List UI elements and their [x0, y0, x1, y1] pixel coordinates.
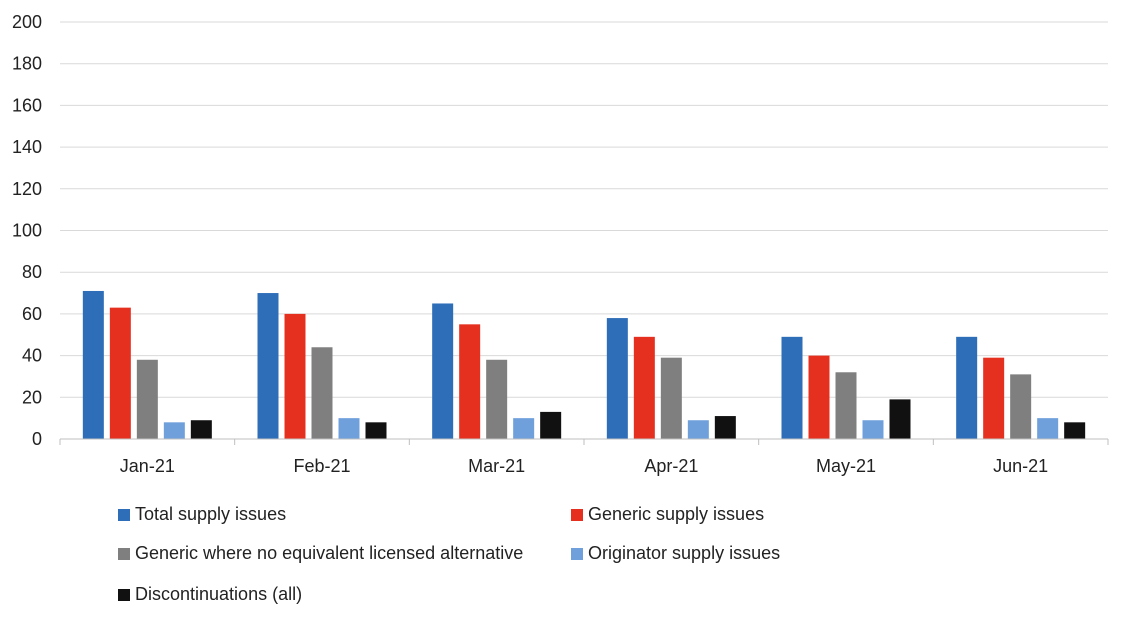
y-tick-label: 20	[22, 387, 42, 407]
bar-feb-21-total-supply-issues	[257, 293, 279, 439]
bar-apr-21-total-supply-issues	[606, 318, 628, 439]
y-tick-label: 80	[22, 262, 42, 282]
bar-jan-21-generic-supply-issues	[109, 307, 131, 439]
x-tick-label: Jan-21	[120, 456, 175, 476]
bar-apr-21-generic-where-no-equivalent-licensed-alternative	[660, 357, 682, 439]
bar-jan-21-originator-supply-issues	[163, 422, 185, 439]
bar-mar-21-originator-supply-issues	[513, 418, 535, 439]
x-tick-label: Feb-21	[293, 456, 350, 476]
bar-mar-21-total-supply-issues	[432, 303, 454, 439]
bar-may-21-generic-supply-issues	[808, 355, 830, 439]
bar-jan-21-discontinuations-all	[190, 420, 212, 439]
y-tick-label: 140	[12, 137, 42, 157]
y-tick-label: 100	[12, 221, 42, 241]
bar-feb-21-discontinuations-all	[365, 422, 387, 439]
x-tick-label: Mar-21	[468, 456, 525, 476]
bar-apr-21-originator-supply-issues	[687, 420, 709, 439]
y-tick-label: 200	[12, 12, 42, 32]
y-tick-label: 40	[22, 346, 42, 366]
gridlines	[60, 21, 1108, 398]
y-tick-label: 180	[12, 54, 42, 74]
bar-feb-21-generic-supply-issues	[284, 313, 306, 439]
bar-apr-21-generic-supply-issues	[633, 336, 655, 439]
bar-jun-21-discontinuations-all	[1064, 422, 1086, 439]
y-axis-tick-labels: 0 20 40 60 80 100 120 140 160 180 200	[12, 12, 42, 449]
y-tick-label: 160	[12, 95, 42, 115]
bar-feb-21-originator-supply-issues	[338, 418, 360, 439]
bar-jun-21-generic-where-no-equivalent-licensed-alternative	[1010, 374, 1032, 439]
y-tick-label: 0	[32, 429, 42, 449]
bar-jan-21-total-supply-issues	[82, 290, 104, 439]
y-tick-label: 60	[22, 304, 42, 324]
x-tick-label: Apr-21	[644, 456, 698, 476]
y-tick-label: 120	[12, 179, 42, 199]
x-tick-label: May-21	[816, 456, 876, 476]
x-axis-tick-labels: Jan-21 Feb-21 Mar-21 Apr-21 May-21 Jun-21	[120, 456, 1048, 476]
bar-feb-21-generic-where-no-equivalent-licensed-alternative	[311, 347, 333, 439]
bar-may-21-total-supply-issues	[781, 336, 803, 439]
bar-may-21-originator-supply-issues	[862, 420, 884, 439]
bar-apr-21-discontinuations-all	[714, 416, 736, 439]
bar-jun-21-originator-supply-issues	[1037, 418, 1059, 439]
bar-may-21-discontinuations-all	[889, 399, 911, 439]
bar-mar-21-generic-supply-issues	[459, 324, 481, 439]
bar-jan-21-generic-where-no-equivalent-licensed-alternative	[136, 359, 158, 439]
x-tick-label: Jun-21	[993, 456, 1048, 476]
bar-jun-21-generic-supply-issues	[983, 357, 1005, 439]
bar-mar-21-discontinuations-all	[540, 411, 562, 439]
bar-may-21-generic-where-no-equivalent-licensed-alternative	[835, 372, 857, 439]
bar-mar-21-generic-where-no-equivalent-licensed-alternative	[486, 359, 508, 439]
bar-jun-21-total-supply-issues	[956, 336, 978, 439]
bar-series	[82, 290, 1086, 439]
x-axis-tick-marks	[59, 439, 1109, 445]
